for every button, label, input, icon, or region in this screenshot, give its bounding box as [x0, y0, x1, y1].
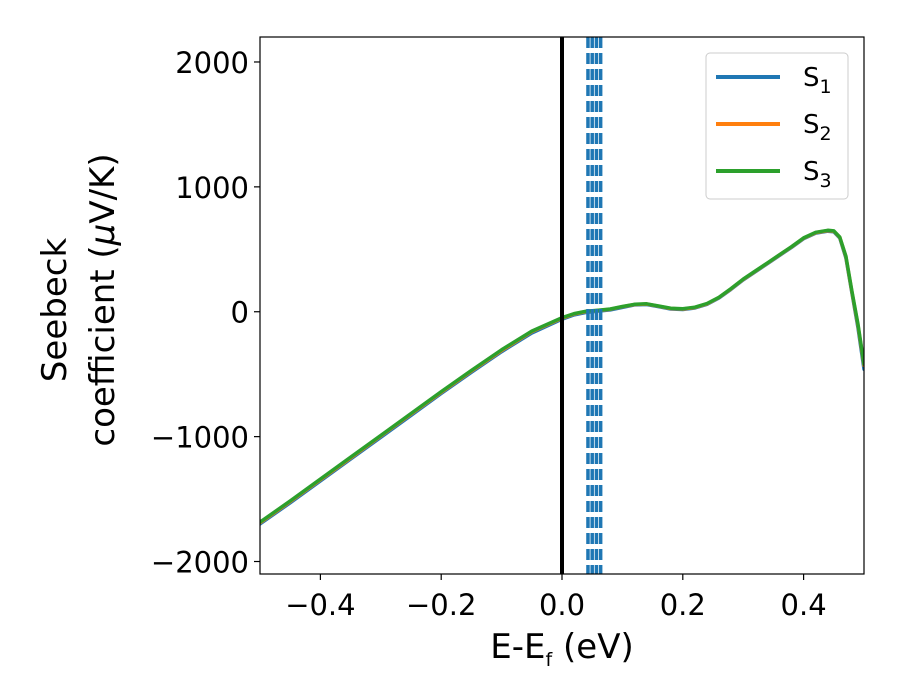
y-tick-label: −1000	[151, 421, 249, 455]
x-axis-title: E-Ef (eV)	[490, 627, 633, 671]
y-tick-label: 0	[231, 296, 249, 330]
x-tick-label: 0.2	[660, 588, 706, 622]
y-axis-title-line2: coefficient (μV/K)	[83, 153, 123, 446]
plot-area	[260, 37, 864, 574]
legend-label-s1: S1	[803, 63, 832, 98]
legend: S1 S2 S3	[705, 52, 849, 200]
x-axis: −0.4 −0.2 0.0 0.2 0.4	[285, 574, 827, 622]
y-tick-label: 2000	[175, 46, 249, 80]
series-line-s3	[260, 228, 864, 524]
x-tick-label: 0.4	[781, 588, 827, 622]
legend-label-s3: S3	[803, 157, 832, 192]
y-axis: −2000 −1000 0 1000 2000	[151, 46, 260, 580]
x-tick-label: −0.4	[285, 588, 355, 622]
y-axis-title: Seebeck coefficient (μV/K)	[35, 153, 123, 446]
y-tick-label: −2000	[151, 546, 249, 580]
x-tick-label: 0.0	[539, 588, 585, 622]
y-tick-label: 1000	[175, 171, 249, 205]
legend-label-s2: S2	[803, 110, 832, 145]
x-tick-label: −0.2	[406, 588, 476, 622]
y-axis-title-line1: Seebeck	[35, 238, 75, 383]
